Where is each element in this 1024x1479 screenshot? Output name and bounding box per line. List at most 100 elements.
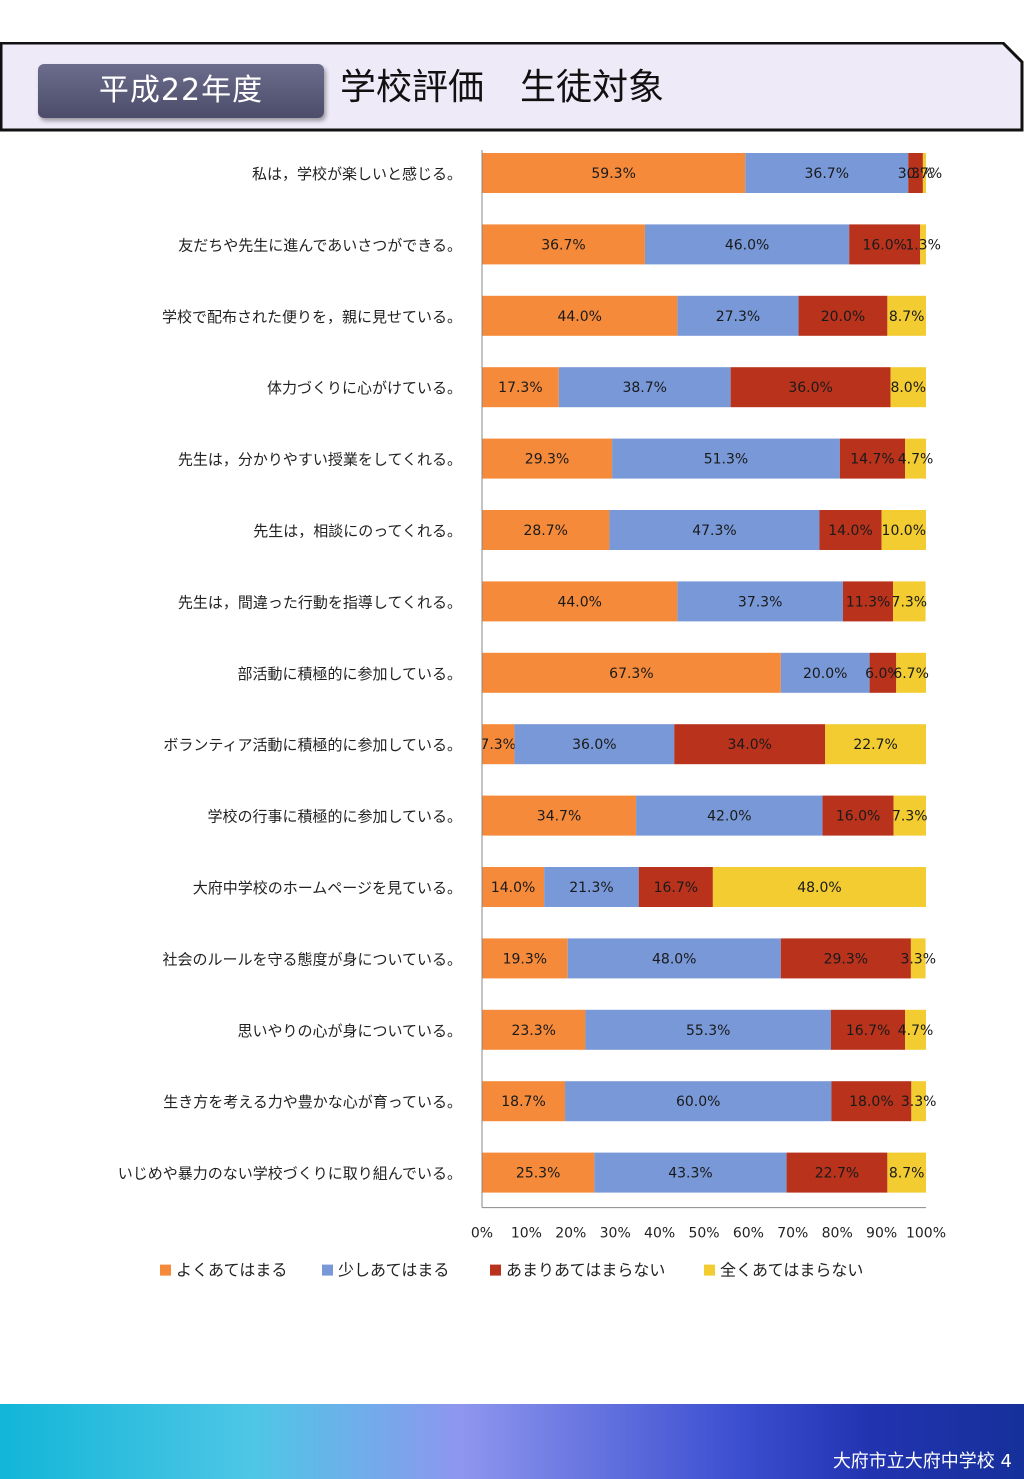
data-label: 28.7% bbox=[523, 523, 567, 539]
x-tick-label: 40% bbox=[644, 1226, 675, 1242]
bar-segment bbox=[825, 724, 926, 765]
bar-segment bbox=[565, 1081, 832, 1122]
bar-segment bbox=[677, 581, 843, 622]
data-label: 48.0% bbox=[652, 951, 696, 967]
bar-segment bbox=[482, 795, 637, 836]
data-label: 22.7% bbox=[815, 1166, 859, 1182]
data-label: 36.0% bbox=[572, 737, 616, 753]
data-label: 27.3% bbox=[716, 309, 760, 325]
bar-segment bbox=[677, 295, 799, 336]
bar-segment bbox=[712, 867, 926, 907]
bar-segment bbox=[482, 581, 678, 622]
bar-segment bbox=[920, 224, 926, 265]
data-label: 36.7% bbox=[541, 237, 585, 253]
x-tick-label: 30% bbox=[600, 1226, 631, 1242]
data-label: 34.7% bbox=[537, 809, 581, 825]
category-label: いじめや暴力のない学校づくりに取り組んでいる。 bbox=[118, 1165, 462, 1183]
category-label: 私は，学校が楽しいと感じる。 bbox=[252, 165, 462, 183]
category-label: 先生は，相談にのってくれる。 bbox=[253, 522, 462, 540]
bar-segment bbox=[910, 938, 926, 979]
bar-segment bbox=[482, 438, 613, 479]
category-label: 部活動に積極的に参加している。 bbox=[237, 665, 462, 683]
data-label: 29.3% bbox=[525, 452, 569, 468]
x-tick-label: 50% bbox=[688, 1226, 719, 1242]
data-label: 19.3% bbox=[503, 951, 547, 967]
bar-segment bbox=[482, 652, 781, 693]
bar-segment bbox=[636, 795, 823, 836]
data-label: 8.7% bbox=[889, 309, 925, 325]
category-label: 先生は，分かりやすい授業をしてくれる。 bbox=[178, 451, 462, 469]
data-label: 60.0% bbox=[676, 1094, 720, 1110]
bar-segment bbox=[780, 652, 870, 693]
data-label: 17.3% bbox=[498, 380, 542, 396]
data-label: 18.7% bbox=[501, 1094, 545, 1110]
data-label: 46.0% bbox=[725, 237, 769, 253]
bar-segment bbox=[831, 1081, 912, 1122]
header-banner: 平成22年度 学校評価 生徒対象 bbox=[0, 42, 1024, 132]
data-label: 11.3% bbox=[846, 594, 890, 610]
legend-label: よくあてはまる bbox=[176, 1261, 287, 1280]
bar-segment bbox=[869, 652, 897, 693]
bar-segment bbox=[482, 510, 610, 550]
bar-segment bbox=[482, 1081, 566, 1122]
legend-swatch bbox=[160, 1264, 171, 1276]
legend-swatch bbox=[322, 1264, 333, 1276]
category-label: 大府中学校のホームページを見ている。 bbox=[193, 879, 462, 897]
legend-label: 少しあてはまる bbox=[338, 1261, 449, 1280]
data-label: 42.0% bbox=[707, 809, 751, 825]
data-label: 14.0% bbox=[491, 880, 535, 896]
bar-segment bbox=[612, 438, 840, 479]
stacked-bar-chart: 私は，学校が楽しいと感じる。 59.3% 36.7% 3.3% 0.7% 友だちや先生に進… bbox=[118, 150, 946, 1280]
data-label: 22.7% bbox=[853, 737, 897, 753]
bar-segment bbox=[482, 224, 645, 265]
bar-segment bbox=[482, 295, 678, 336]
legend-swatch bbox=[704, 1264, 715, 1276]
data-label: 37.3% bbox=[738, 594, 782, 610]
bar-segment bbox=[585, 1009, 831, 1050]
bar-segment bbox=[822, 795, 894, 836]
bar-segment bbox=[830, 1009, 906, 1050]
data-label: 8.7% bbox=[889, 1166, 925, 1182]
data-label: 7.3% bbox=[892, 594, 928, 610]
data-label: 3.3% bbox=[900, 951, 936, 967]
bar-segment bbox=[609, 510, 820, 550]
x-tick-label: 70% bbox=[777, 1226, 808, 1242]
data-label: 36.0% bbox=[788, 380, 832, 396]
bar-segment bbox=[674, 724, 826, 765]
data-label: 6.0% bbox=[865, 666, 901, 682]
category-label: 先生は，間違った行動を指導してくれる。 bbox=[178, 593, 462, 611]
data-label: 20.0% bbox=[821, 309, 865, 325]
bar-segment bbox=[644, 224, 850, 265]
x-tick-label: 0% bbox=[471, 1226, 493, 1242]
data-label: 43.3% bbox=[668, 1166, 712, 1182]
x-tick-label: 60% bbox=[733, 1226, 764, 1242]
data-label: 20.0% bbox=[803, 666, 847, 682]
data-label: 16.0% bbox=[836, 809, 880, 825]
bar-segment bbox=[482, 153, 746, 193]
legend-label: あまりあてはまらない bbox=[506, 1261, 665, 1280]
bar-segment bbox=[558, 367, 731, 408]
bar-segment bbox=[839, 438, 906, 479]
data-label: 14.7% bbox=[850, 452, 894, 468]
bar-segment bbox=[482, 938, 568, 979]
year-badge: 平成22年度 bbox=[38, 64, 324, 118]
data-label: 67.3% bbox=[609, 666, 653, 682]
data-label: 16.0% bbox=[862, 237, 906, 253]
data-label: 59.3% bbox=[591, 166, 635, 182]
category-label: 友だちや先生に進んであいさつができる。 bbox=[178, 236, 462, 254]
bar-segment bbox=[893, 795, 926, 836]
data-label: 23.3% bbox=[511, 1023, 555, 1039]
bar-segment bbox=[896, 652, 926, 693]
data-label: 25.3% bbox=[516, 1166, 560, 1182]
bar-segment bbox=[911, 1081, 926, 1122]
data-label: 16.7% bbox=[654, 880, 698, 896]
data-label: 29.3% bbox=[824, 951, 868, 967]
data-label: 7.3% bbox=[480, 737, 516, 753]
data-label: 48.0% bbox=[797, 880, 841, 896]
data-label: 0.7% bbox=[907, 166, 943, 182]
bar-segment bbox=[482, 867, 545, 907]
x-tick-label: 80% bbox=[822, 1226, 853, 1242]
bar-segment bbox=[922, 153, 926, 193]
category-label: 思いやりの心が身についている。 bbox=[237, 1022, 462, 1040]
data-label: 14.0% bbox=[828, 523, 872, 539]
